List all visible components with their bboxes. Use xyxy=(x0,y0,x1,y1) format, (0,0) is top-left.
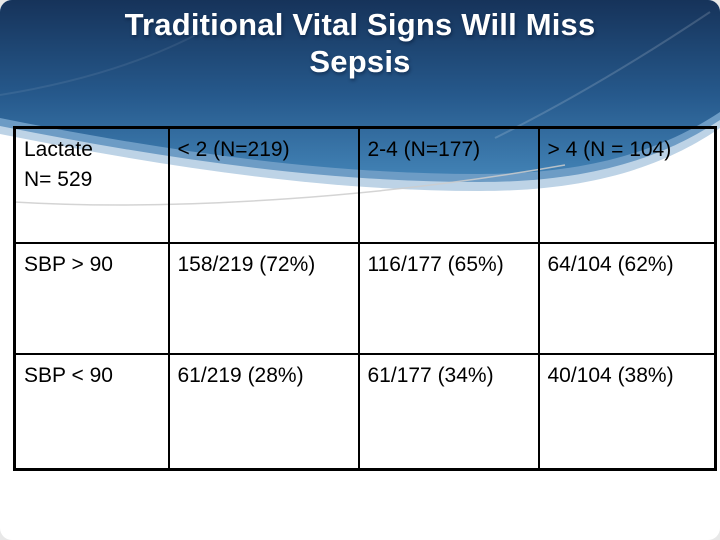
header-cell-lactate: Lactate N= 529 xyxy=(13,126,170,244)
row-label-sbp-gt90: SBP > 90 xyxy=(13,241,170,355)
cell-sbp-lt90-2to4: 61/177 (34%) xyxy=(357,352,540,471)
cell-sbp-gt90-2to4: 116/177 (65%) xyxy=(357,241,540,355)
cell-sbp-gt90-gt4: 64/104 (62%) xyxy=(537,241,717,355)
header-cell-lactate-2to4: 2-4 (N=177) xyxy=(357,126,540,244)
slide-title-line2: Sepsis xyxy=(309,44,411,79)
lactate-n-total: N= 529 xyxy=(24,168,93,191)
slide-title: Traditional Vital Signs Will Miss Sepsis xyxy=(0,6,720,80)
cell-sbp-lt90-gt4: 40/104 (38%) xyxy=(537,352,717,471)
table-header-row: Lactate N= 529 < 2 (N=219) 2-4 (N=177) >… xyxy=(13,126,717,244)
decorative-highlight-line xyxy=(494,11,711,139)
table-row-sbp-gt90: SBP > 90 158/219 (72%) 116/177 (65%) 64/… xyxy=(13,241,717,355)
slide-title-line1: Traditional Vital Signs Will Miss xyxy=(124,7,596,42)
table-row-sbp-lt90: SBP < 90 61/219 (28%) 61/177 (34%) 40/10… xyxy=(13,352,717,471)
cell-sbp-lt90-lt2: 61/219 (28%) xyxy=(167,352,360,471)
lactate-label: Lactate xyxy=(24,138,93,161)
cell-sbp-gt90-lt2: 158/219 (72%) xyxy=(167,241,360,355)
header-cell-lactate-gt4: > 4 (N = 104) xyxy=(537,126,717,244)
row-label-sbp-lt90: SBP < 90 xyxy=(13,352,170,471)
decorative-highlight-arc xyxy=(0,29,206,96)
header-cell-lactate-lt2: < 2 (N=219) xyxy=(167,126,360,244)
lactate-sepsis-table: Lactate N= 529 < 2 (N=219) 2-4 (N=177) >… xyxy=(13,126,717,471)
